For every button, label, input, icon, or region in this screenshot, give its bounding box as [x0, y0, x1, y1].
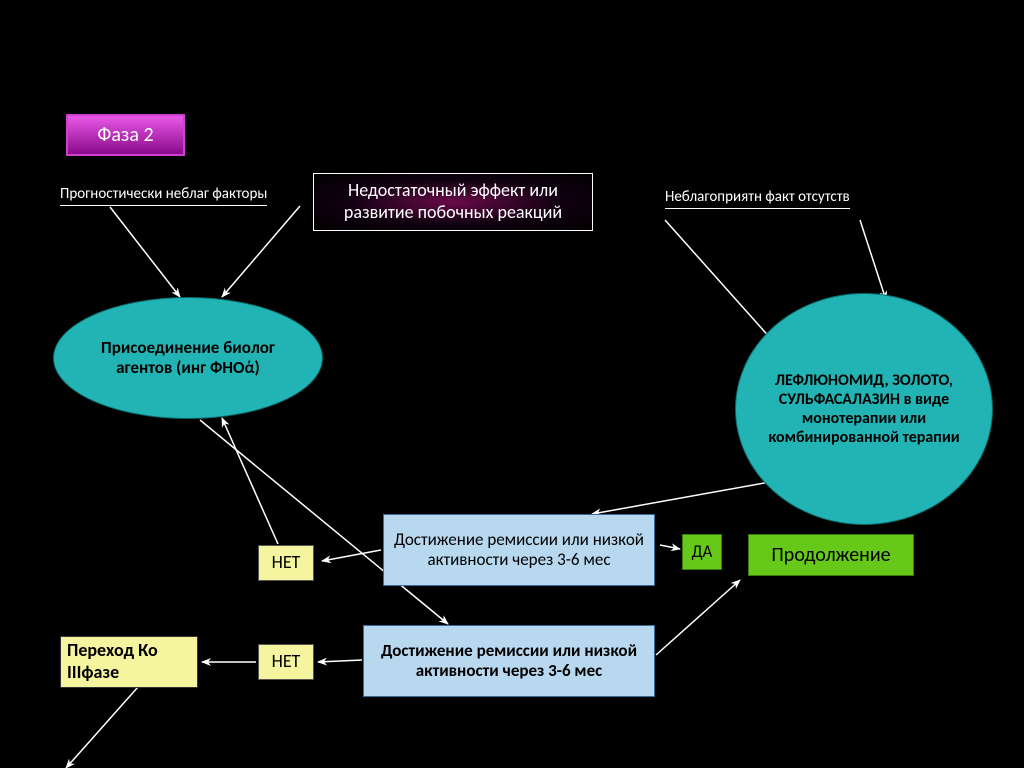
- remission-text-1: Достижение ремиссии или низкой активност…: [390, 530, 648, 571]
- no-label-2: НЕТ: [272, 651, 301, 673]
- prognostic-unfavourable-text: Прогностически неблаг факторы: [60, 185, 267, 206]
- continue-box: Продолжение: [748, 534, 914, 576]
- no-box-2: НЕТ: [258, 644, 314, 680]
- insufficient-effect-box: Недостаточный эффект или развитие побочн…: [313, 173, 593, 231]
- prognostic-unfavourable-label: Прогностически неблаг факторы: [60, 184, 320, 206]
- unfavourable-absent-label: Неблагоприятн факт отсутств: [665, 178, 865, 218]
- leflunomide-text: ЛЕФЛЮНОМИД, ЗОЛОТО, СУЛЬФАСАЛАЗИН в виде…: [754, 371, 974, 448]
- phase3-box: Переход Ко IIIфазе: [60, 636, 198, 688]
- phase3-label: Переход Ко IIIфазе: [67, 640, 191, 683]
- remission-text-2: Достижение ремиссии или низкой активност…: [370, 641, 648, 682]
- phase-label: Фаза 2: [97, 123, 153, 147]
- unfavourable-absent-text: Неблагоприятн факт отсутств: [665, 188, 850, 209]
- biological-agents-text: Присоединение биолог агентов (инг ФНОά): [72, 338, 304, 379]
- continue-label: Продолжение: [771, 543, 890, 567]
- leflunomide-ellipse: ЛЕФЛЮНОМИД, ЗОЛОТО, СУЛЬФАСАЛАЗИН в виде…: [735, 293, 993, 525]
- insufficient-effect-text: Недостаточный эффект или развитие побочн…: [320, 180, 586, 223]
- yes-label: ДА: [692, 542, 713, 562]
- no-box-1: НЕТ: [258, 545, 314, 581]
- biological-agents-ellipse: Присоединение биолог агентов (инг ФНОά): [53, 297, 323, 419]
- yes-box: ДА: [682, 534, 722, 570]
- no-label-1: НЕТ: [272, 552, 301, 574]
- phase-badge: Фаза 2: [66, 114, 185, 156]
- remission-box-2: Достижение ремиссии или низкой активност…: [363, 625, 655, 697]
- remission-box-1: Достижение ремиссии или низкой активност…: [383, 514, 655, 586]
- diagram-stage: Фаза 2 Недостаточный эффект или развитие…: [0, 0, 1024, 768]
